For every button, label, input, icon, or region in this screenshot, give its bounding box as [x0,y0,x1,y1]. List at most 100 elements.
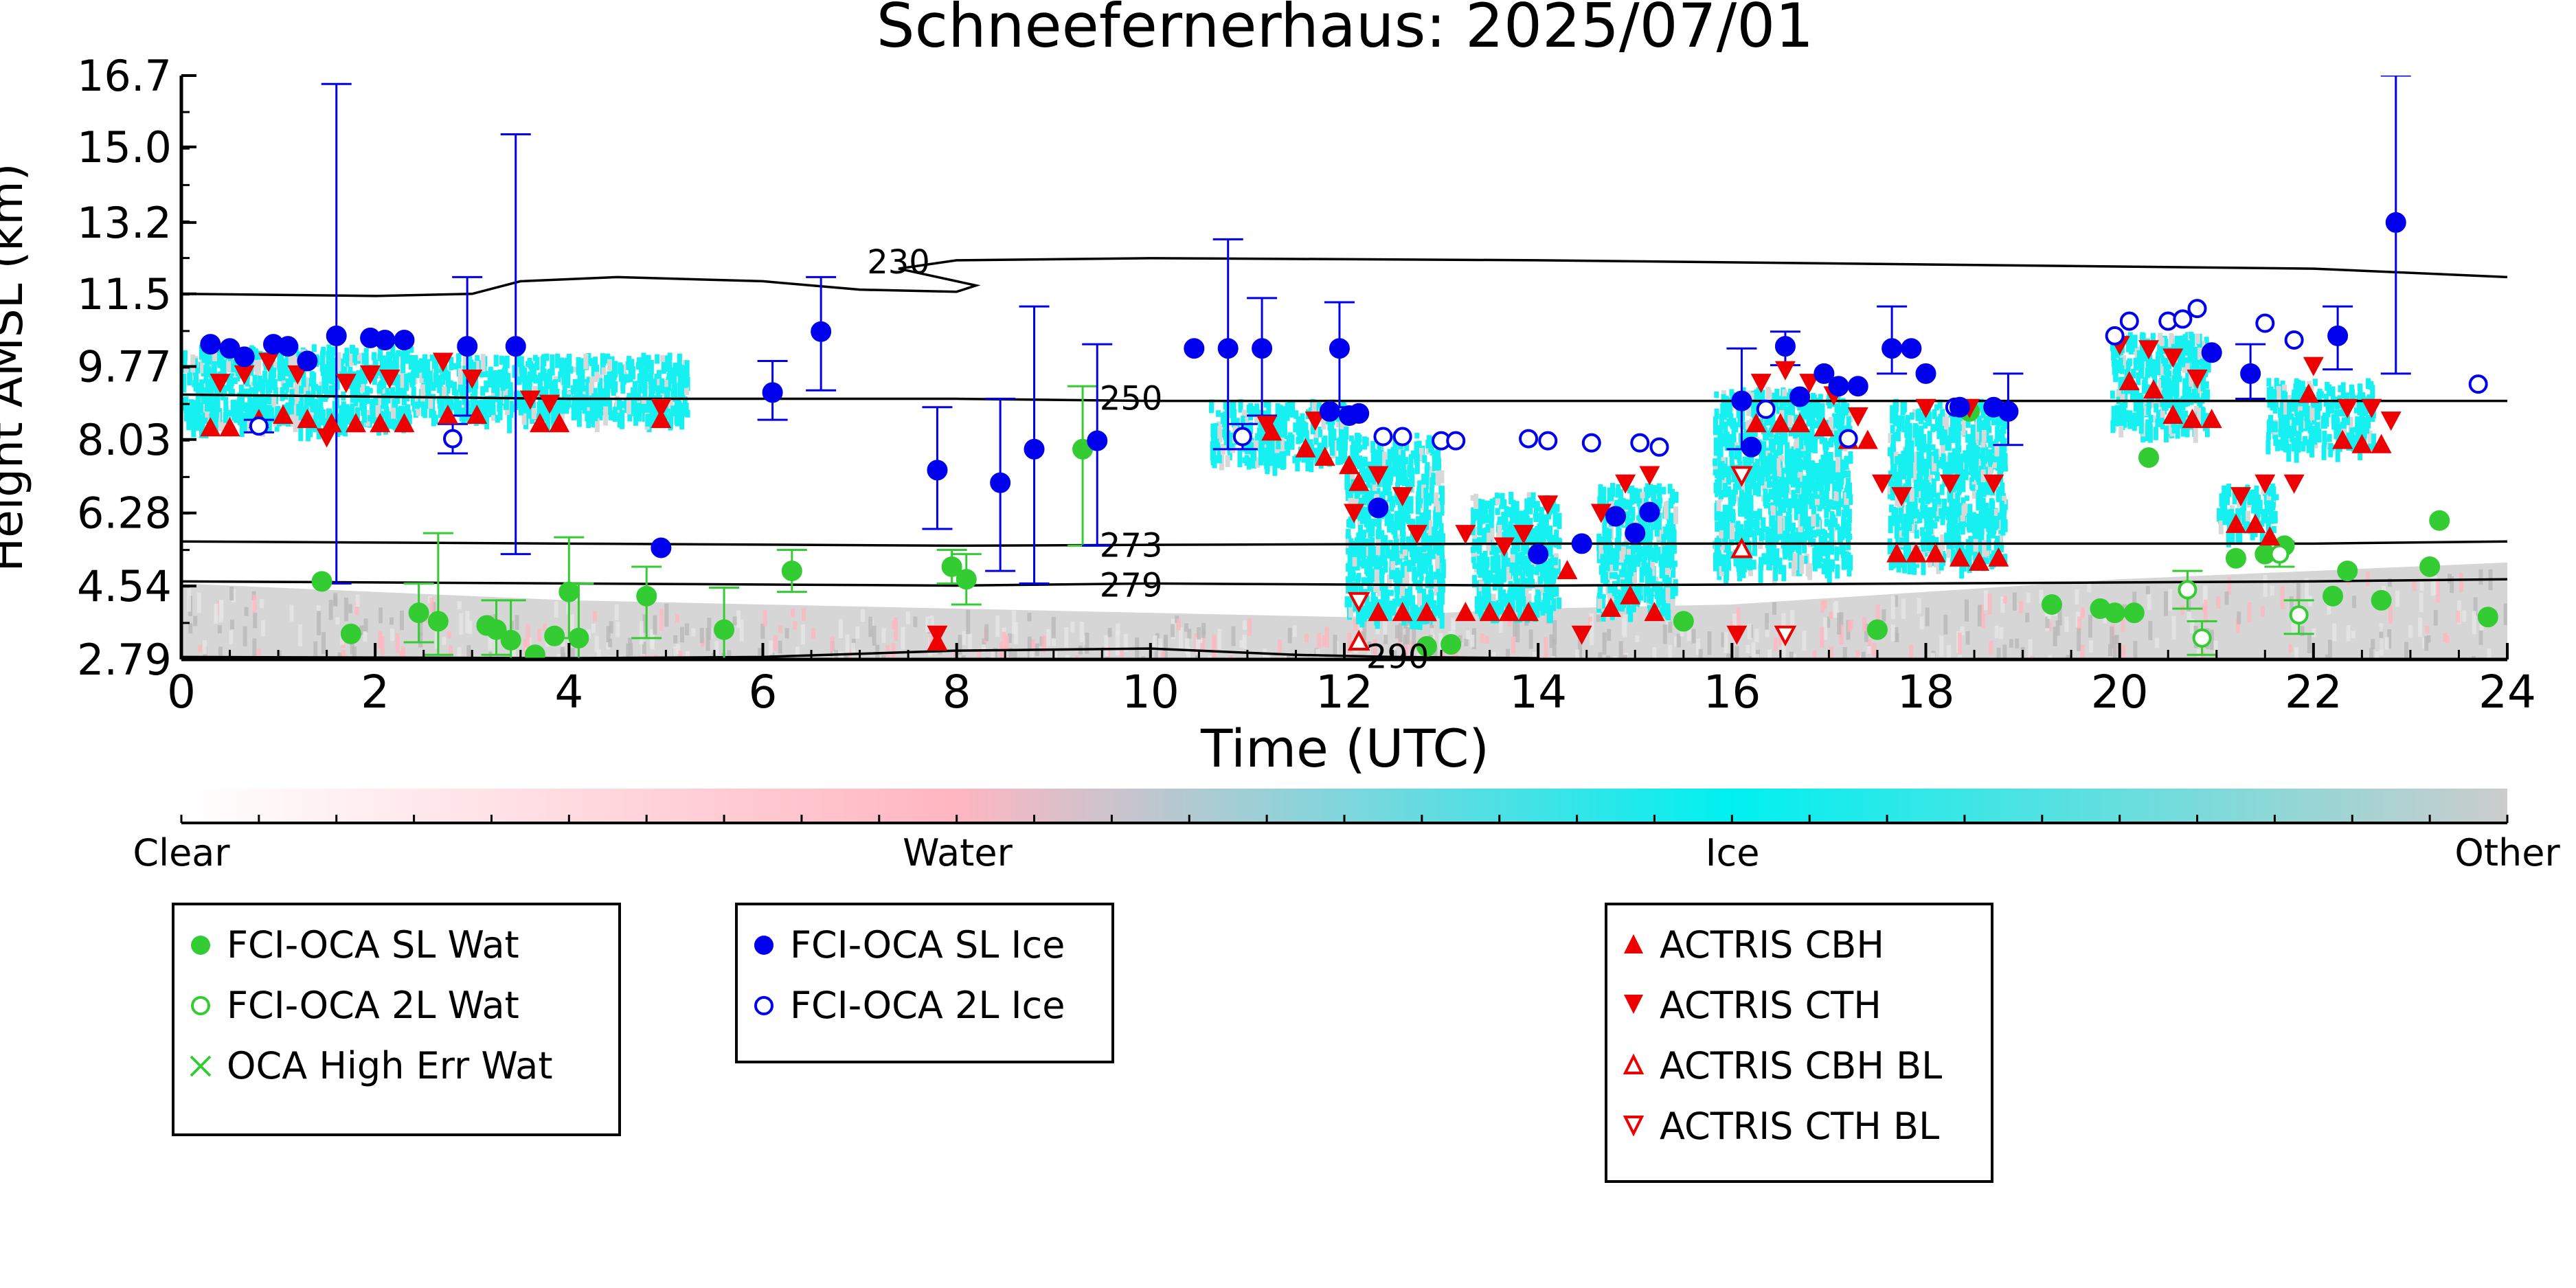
cloudnet-ice-pixel [311,372,317,389]
cloudnet-ice-pixel [1396,464,1401,484]
cloudnet-ice-pixel [1793,449,1798,460]
cloudnet-ice-pixel [321,365,327,384]
cloudnet-ice-pixel [1630,506,1636,519]
cloudnet-ice-pixel [1950,466,1955,474]
cloudnet-ice-pixel [1748,430,1754,443]
cloudnet-pixel [1947,645,1952,659]
cloudnet-ice-pixel [1955,493,1961,505]
cloudnet-ice-pixel [1255,457,1261,468]
cloudnet-ice-pixel [411,397,417,405]
cloudnet-ice-pixel [1726,486,1732,497]
cloudnet-ice-pixel [1902,464,1908,471]
cloudnet-ice-pixel [309,396,315,407]
cloudnet-pixel [2387,578,2392,587]
cloudnet-ice-pixel [1612,583,1617,600]
cloudnet-ice-pixel [1820,535,1825,545]
cloudnet-ice-pixel [1996,453,2001,471]
cloudnet-ice-pixel [1502,552,1508,571]
cloudnet-ice-pixel [265,383,271,390]
cloudnet-ice-pixel [1763,457,1769,474]
cloudnet-ice-pixel [205,379,210,394]
cloudnet-pixel [2419,578,2424,591]
cloudnet-pixel [2168,589,2173,611]
cloudnet-ice-pixel [1533,513,1538,519]
cloudnet-ice-pixel [1397,455,1403,464]
cloudnet-ice-pixel [1978,533,1983,543]
cloudnet-ice-pixel [275,406,281,418]
cloudnet-ice-pixel [672,376,677,389]
cloudnet-ice-pixel [1848,409,1853,422]
cloudnet-ice-pixel [1904,431,1910,438]
cloudnet-ice-pixel [198,402,203,414]
cloudnet-ice-pixel [1614,589,1620,596]
cloudnet-ice-pixel [1848,451,1853,464]
cloudnet-ice-pixel [1982,504,1987,515]
cloudnet-pixel [1392,650,1397,659]
cloudnet-pixel [298,624,303,646]
cloudnet-ice-pixel [1765,472,1770,482]
cloudnet-ice-pixel [1783,415,1789,431]
cloudnet-ice-pixel [641,352,646,367]
cloudnet-ice-pixel [1713,416,1719,436]
cloudnet-pixel [1027,636,1032,659]
cloudnet-ice-pixel [1494,577,1500,585]
cloudnet-pixel [885,645,890,659]
cloudnet-ice-pixel [1349,543,1355,555]
cloudnet-pixel [1635,635,1640,643]
cloudnet-pixel [1470,635,1475,647]
cloudnet-ice-pixel [1424,474,1430,485]
cloudnet-ice-pixel [1296,416,1301,436]
cloudnet-ice-pixel [1746,401,1752,416]
cloudnet-ice-pixel [1815,479,1820,491]
cloudnet-ice-pixel [1513,530,1519,543]
cloudnet-ice-pixel [420,384,425,402]
cloudnet-pixel [784,628,789,639]
cloudnet-pixel [2478,631,2483,645]
cloudnet-pixel [2196,648,2201,657]
cloudnet-ice-pixel [1998,532,2003,545]
cloudnet-ice-pixel [1514,501,1519,512]
cloudnet-ice-pixel [407,414,412,425]
cloudnet-ice-pixel [1950,522,1955,541]
cloudnet-ice-pixel [238,396,244,405]
cloudnet-pixel [2080,644,2085,659]
cloudnet-ice-pixel [238,384,244,397]
cloudnet-ice-pixel [1888,433,1893,443]
cloudnet-ice-pixel [1772,529,1777,542]
cloudnet-ice-pixel [1341,449,1346,458]
cloudnet-ice-pixel [1598,484,1603,501]
cloudnet-ice-pixel [1542,595,1548,613]
cloudnet-ice-pixel [1724,565,1730,580]
cloudnet-ice-pixel [598,378,603,396]
cloudnet-pixel [1176,618,1181,631]
cloudnet-ice-pixel [1767,554,1772,561]
cloudnet-pixel [378,631,383,649]
cloudnet-ice-pixel [1976,492,1981,507]
cloudnet-ice-pixel [1393,448,1399,462]
cloudnet-ice-pixel [1824,484,1829,501]
cloudnet-ice-pixel [1223,437,1229,445]
cloudnet-ice-pixel [1780,477,1785,493]
cloudnet-ice-pixel [1757,508,1763,520]
cloudnet-ice-pixel [187,367,192,386]
cloudnet-ice-pixel [1728,552,1734,559]
cloudnet-ice-pixel [1480,596,1485,605]
cloudnet-pixel [1013,648,1017,659]
cloudnet-ice-pixel [298,422,304,442]
cloudnet-pixel [626,643,631,659]
cloudnet-ice-pixel [1743,429,1749,446]
cloudnet-ice-pixel [508,388,513,399]
cloudnet-pixel [2087,582,2092,593]
cloudnet-ice-pixel [537,383,543,396]
cloudnet-ice-pixel [1937,456,1943,468]
cloudnet-ice-pixel [1389,549,1394,569]
cloudnet-ice-pixel [365,386,370,400]
cloudnet-ice-pixel [1967,518,1972,533]
cloudnet-ice-pixel [1402,549,1408,556]
cloudnet-ice-pixel [301,407,306,418]
cloudnet-ice-pixel [1275,403,1280,422]
cloudnet-ice-pixel [1821,563,1827,574]
cloudnet-ice-pixel [1769,528,1774,545]
cloudnet-pixel [659,659,664,680]
